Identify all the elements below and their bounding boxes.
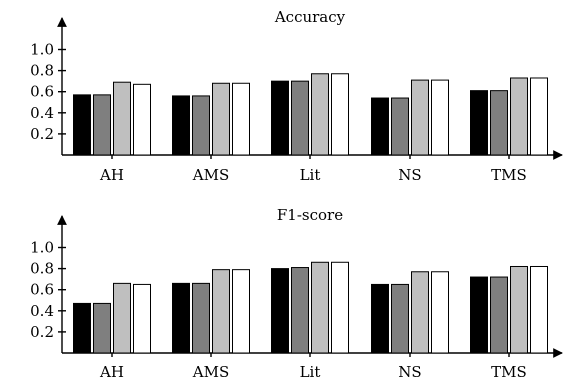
bar-lit-series-1 xyxy=(271,80,289,156)
bar-ah-series-4 xyxy=(133,283,151,354)
bar-tms-series-1 xyxy=(470,90,488,156)
y-tick-label: 0.4 xyxy=(30,302,54,320)
bar-tms-series-1 xyxy=(470,276,488,354)
bar-tms-series-3 xyxy=(510,265,528,354)
bar-lit-series-3 xyxy=(311,261,329,354)
y-tick-label: 0.2 xyxy=(30,323,54,341)
bar-tms-series-2 xyxy=(490,276,508,354)
bar-ams-series-3 xyxy=(212,82,230,156)
y-tick-label: 0.6 xyxy=(30,281,54,299)
bar-ns-series-1 xyxy=(371,97,389,156)
bar-ah-series-3 xyxy=(113,282,131,354)
x-tick-label: TMS xyxy=(491,166,527,184)
bar-ah-series-1 xyxy=(73,94,91,156)
bar-ah-series-2 xyxy=(93,94,111,156)
y-tick-label: 1.0 xyxy=(30,239,54,257)
bar-ams-series-4 xyxy=(232,82,250,156)
y-tick-label: 0.8 xyxy=(30,260,54,278)
bar-tms-series-4 xyxy=(530,77,548,156)
bar-ah-series-3 xyxy=(113,81,131,156)
y-tick-label: 0.8 xyxy=(30,62,54,80)
y-tick-label: 0.2 xyxy=(30,125,54,143)
bar-lit-series-4 xyxy=(331,73,349,156)
bar-ns-series-3 xyxy=(411,271,429,354)
bar-ams-series-2 xyxy=(192,95,210,156)
bar-lit-series-2 xyxy=(291,267,309,354)
x-tick-label: NS xyxy=(398,363,421,378)
x-tick-label: AH xyxy=(99,166,124,184)
bar-ns-series-4 xyxy=(431,271,449,354)
bar-ams-series-4 xyxy=(232,269,250,354)
accuracy-chart: Accuracy 0.2 0.4 0.6 0.8 1.0 AH AMS Lit NS TMS xyxy=(30,8,563,184)
bar-ns-series-2 xyxy=(391,283,409,354)
chart-title: Accuracy xyxy=(274,8,346,26)
x-tick-label: Lit xyxy=(300,166,321,184)
bar-ams-series-1 xyxy=(172,95,190,156)
bar-lit-series-4 xyxy=(331,261,349,354)
y-tick-label: 0.4 xyxy=(30,104,54,122)
bar-tms-series-4 xyxy=(530,265,548,354)
bar-lit-series-2 xyxy=(291,80,309,156)
y-tick-label: 0.6 xyxy=(30,83,54,101)
bar-lit-series-3 xyxy=(311,73,329,156)
x-tick-label: TMS xyxy=(491,363,527,378)
y-tick-label: 1.0 xyxy=(30,41,54,59)
bar-ns-series-1 xyxy=(371,283,389,354)
x-tick-label: NS xyxy=(398,166,421,184)
bar-ah-series-2 xyxy=(93,302,111,354)
bar-ns-series-4 xyxy=(431,79,449,156)
bar-ah-series-4 xyxy=(133,83,151,156)
bar-tms-series-2 xyxy=(490,90,508,156)
chart-title: F1-score xyxy=(277,206,343,224)
bar-ams-series-3 xyxy=(212,269,230,354)
x-tick-label: AH xyxy=(99,363,124,378)
bar-ams-series-1 xyxy=(172,282,190,354)
f1-score-chart: F1-score 0.2 0.4 0.6 0.8 1.0 AH AMS Lit NS TMS xyxy=(30,206,563,378)
x-tick-label: AMS xyxy=(192,166,229,184)
bar-ah-series-1 xyxy=(73,302,91,354)
bar-ams-series-2 xyxy=(192,282,210,354)
x-tick-label: Lit xyxy=(300,363,321,378)
bar-lit-series-1 xyxy=(271,268,289,354)
bar-ns-series-2 xyxy=(391,97,409,156)
bar-ns-series-3 xyxy=(411,79,429,156)
bar-tms-series-3 xyxy=(510,77,528,156)
x-tick-label: AMS xyxy=(192,363,229,378)
